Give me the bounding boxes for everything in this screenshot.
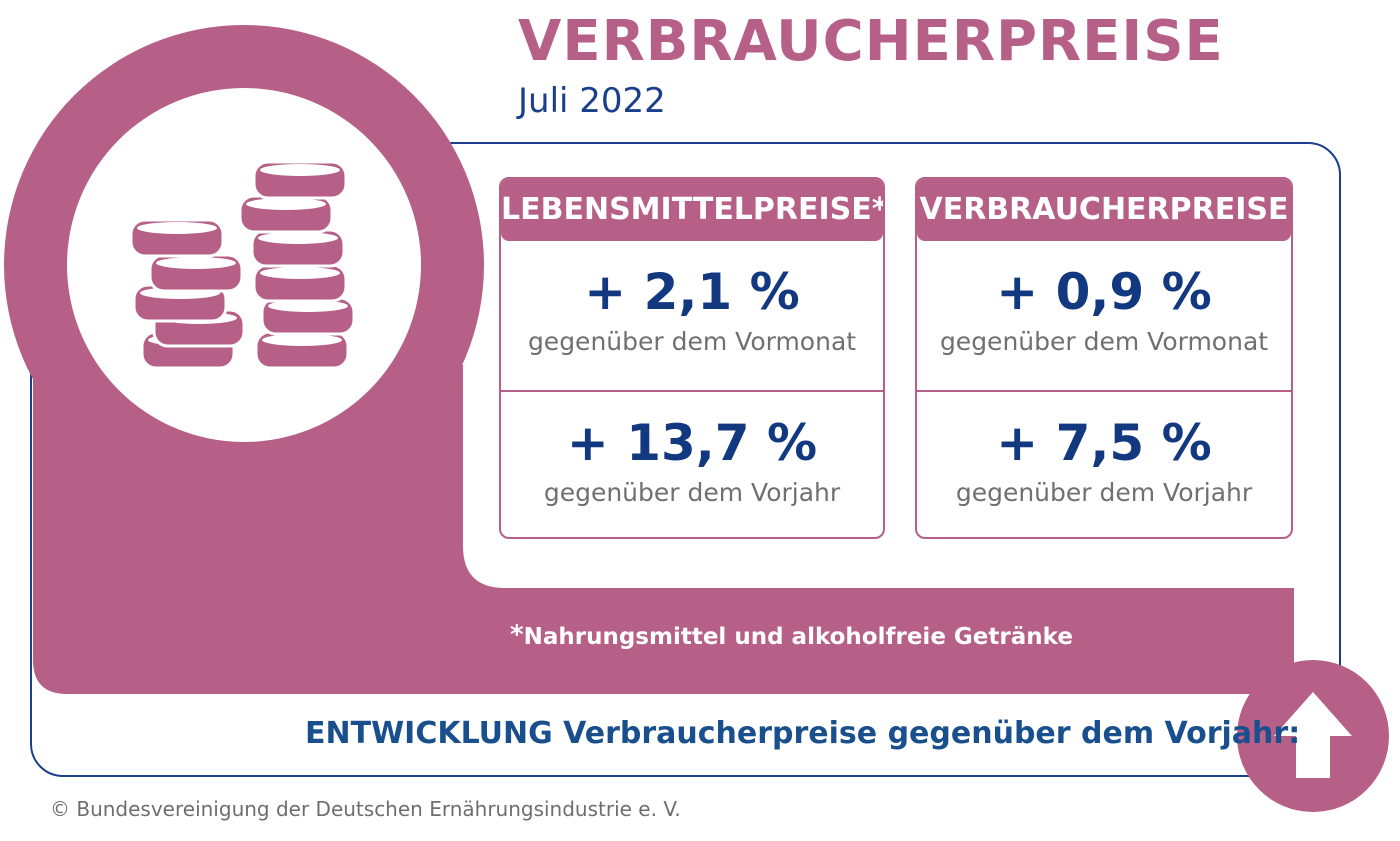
stat-label: gegenüber dem Vormonat [939, 327, 1269, 356]
stat-label: gegenüber dem Vorjahr [955, 478, 1253, 507]
stat-monthly: + 2,1 % gegenüber dem Vormonat [501, 241, 883, 390]
stat-value: + 0,9 % [996, 263, 1212, 321]
card-header: LEBENSMITTELPREISE* [501, 179, 883, 241]
stat-value: + 7,5 % [996, 414, 1212, 472]
stat-monthly: + 0,9 % gegenüber dem Vormonat [917, 241, 1291, 390]
stat-value: + 13,7 % [566, 414, 818, 472]
card-header: VERBRAUCHERPREISE [917, 179, 1291, 241]
footnote-mark: * [510, 620, 524, 650]
stat-yearly: + 7,5 % gegenüber dem Vorjahr [917, 390, 1291, 537]
development-caption: ENTWICKLUNG Verbraucherpreise gegenüber … [305, 716, 1301, 751]
stat-yearly: + 13,7 % gegenüber dem Vorjahr [501, 390, 883, 537]
card-consumer-prices: VERBRAUCHERPREISE + 0,9 % gegenüber dem … [915, 177, 1293, 539]
arrow-up-icon [1274, 692, 1352, 778]
footnote-text: Nahrungsmittel und alkoholfreie Getränke [523, 624, 1073, 650]
coins-icon [129, 160, 356, 370]
copyright-notice: © Bundesvereinigung der Deutschen Ernähr… [50, 797, 681, 821]
card-header-label: LEBENSMITTELPREISE [501, 192, 872, 227]
footnote: *Nahrungsmittel und alkoholfreie Getränk… [510, 620, 1073, 654]
stat-label: gegenüber dem Vormonat [527, 327, 857, 356]
header-footnote-mark: * [872, 192, 883, 227]
card-food-prices: LEBENSMITTELPREISE* + 2,1 % gegenüber de… [499, 177, 885, 539]
page-subtitle: Juli 2022 [518, 81, 666, 121]
outline-frame [30, 142, 1341, 777]
page-title: VERBRAUCHERPREISE [518, 9, 1224, 74]
icon-circle-inner [67, 88, 421, 442]
stat-value: + 2,1 % [584, 263, 800, 321]
stat-label: gegenüber dem Vorjahr [543, 478, 841, 507]
card-header-label: VERBRAUCHERPREISE [919, 192, 1289, 227]
